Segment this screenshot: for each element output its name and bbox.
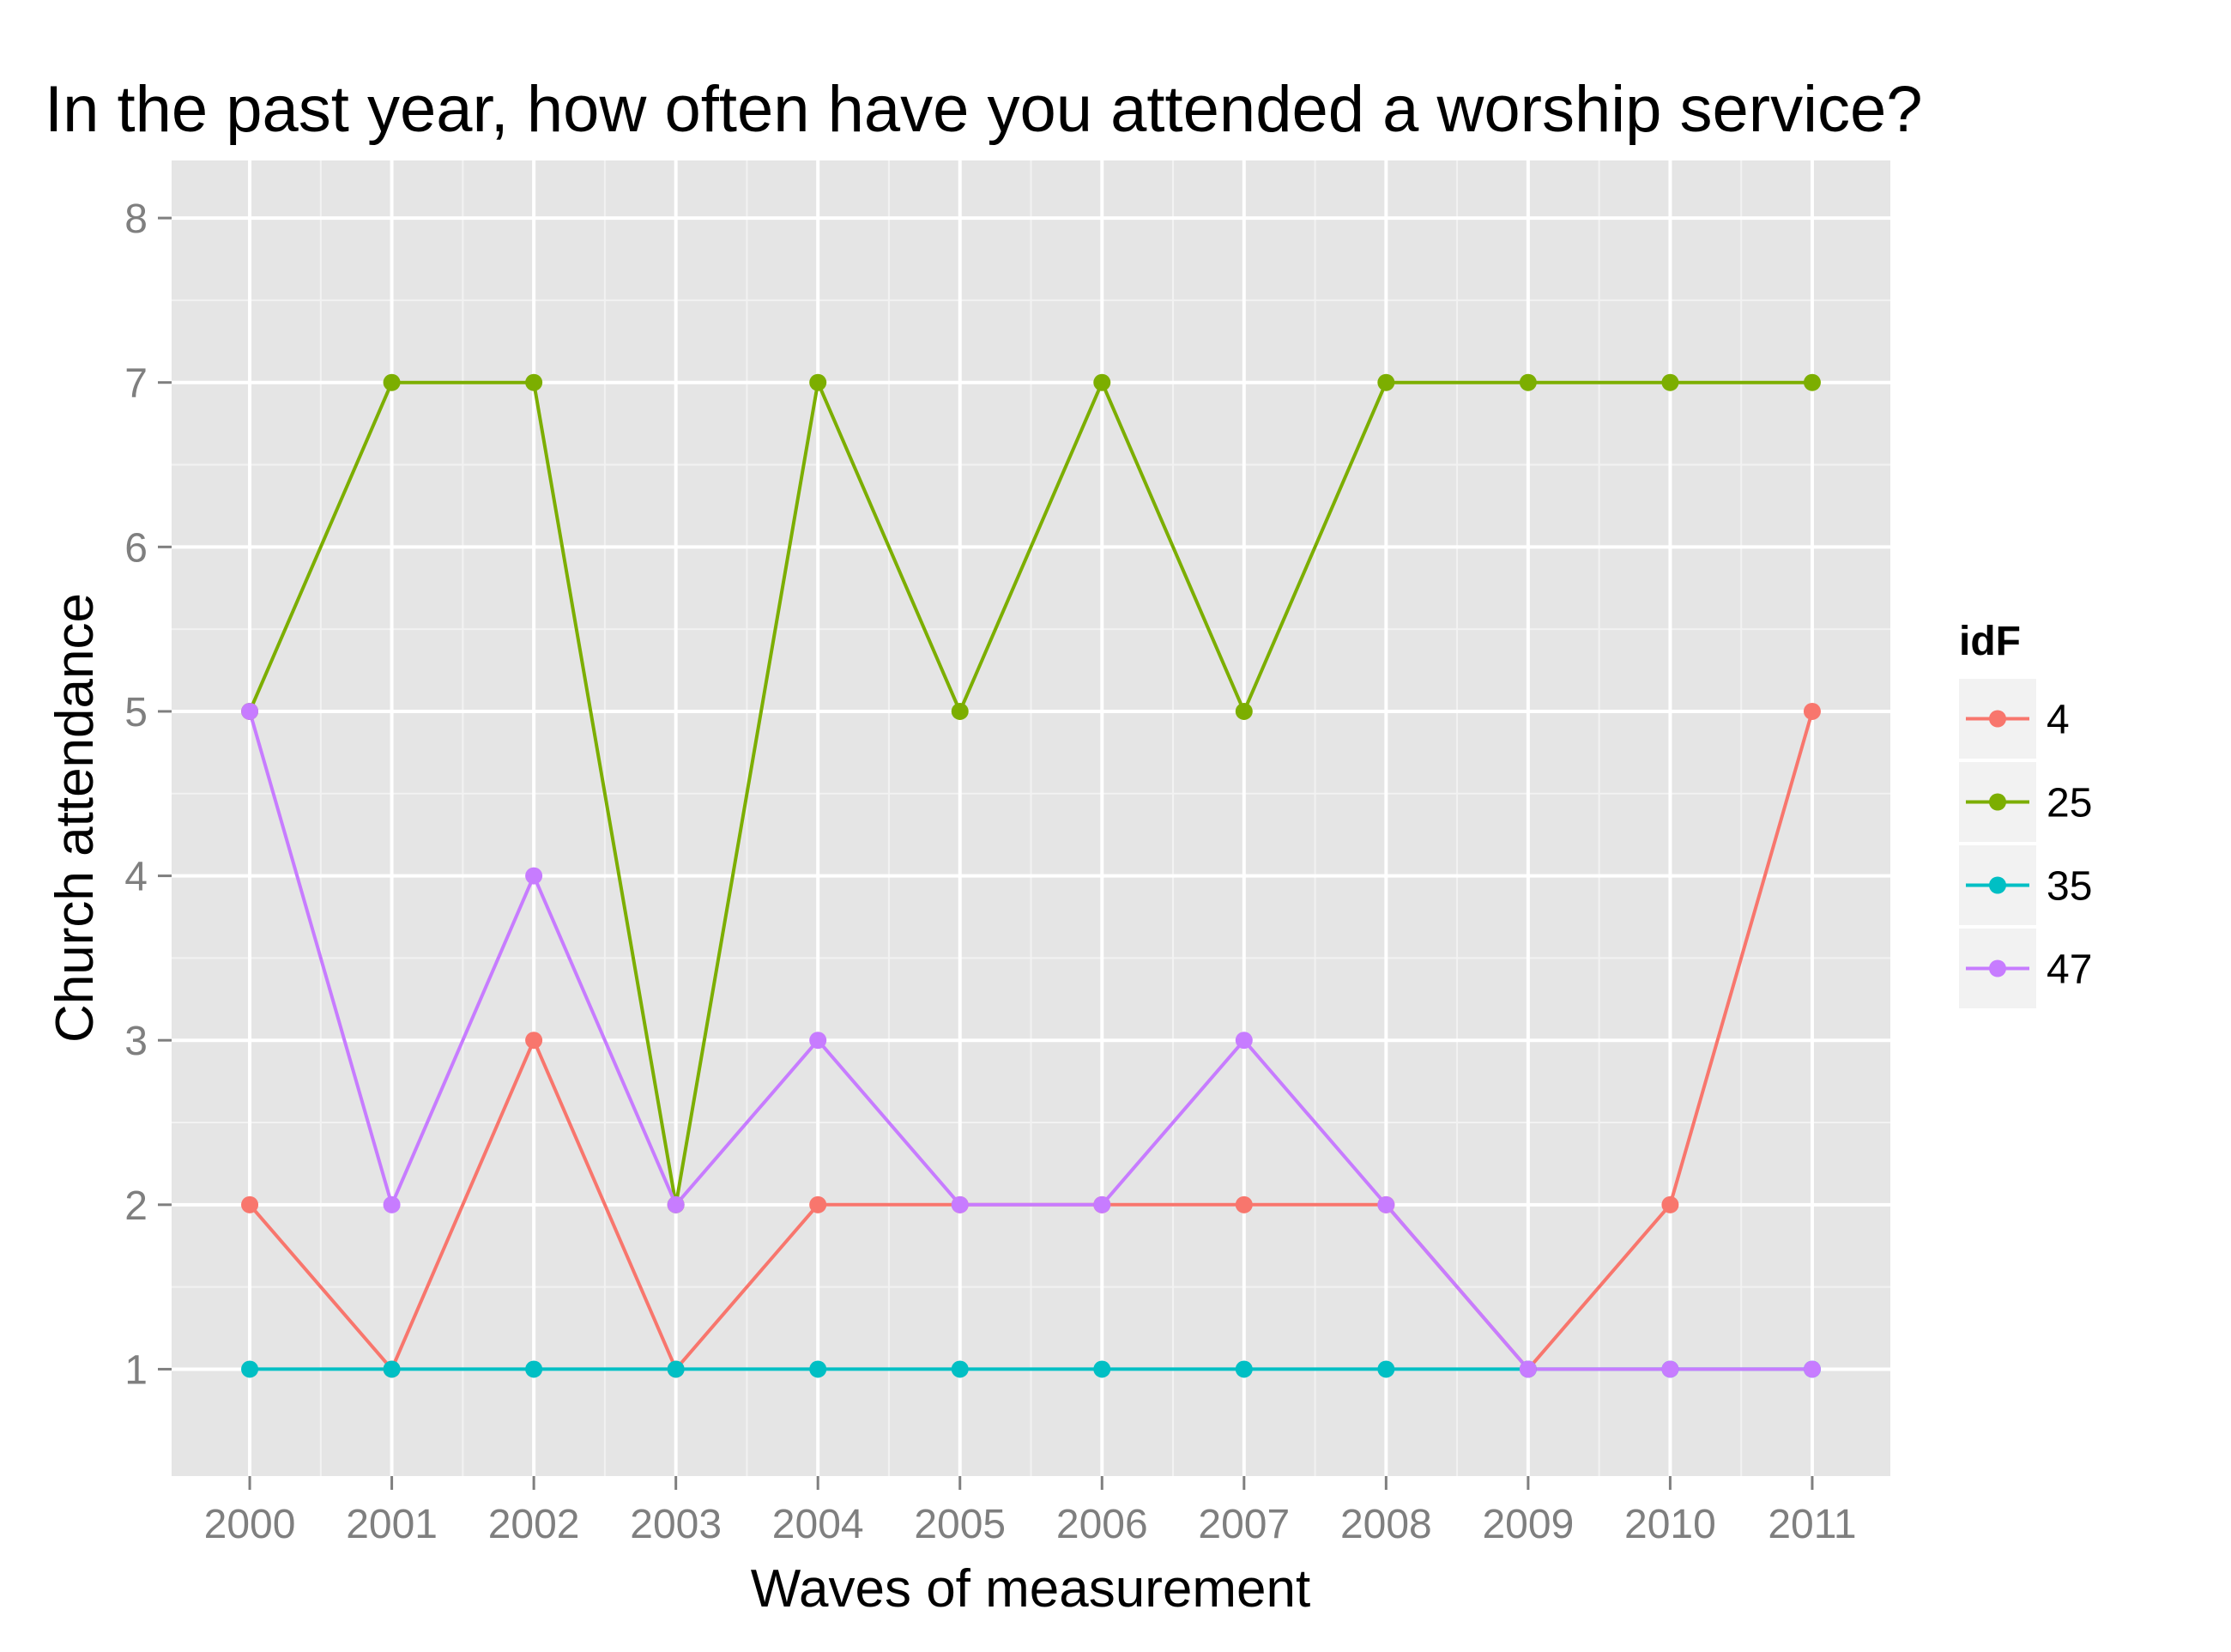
y-tick-label: 4 <box>124 855 148 900</box>
series-line-25 <box>248 380 1812 1207</box>
x-tick-label: 2010 <box>1624 1502 1716 1547</box>
legend-key-point <box>1989 710 2006 728</box>
data-point-35 <box>667 1360 685 1378</box>
y-tick-label: 5 <box>124 690 148 735</box>
data-point-4 <box>241 1195 259 1213</box>
data-point-25 <box>383 373 401 391</box>
data-point-4 <box>525 1032 543 1050</box>
data-point-47 <box>525 867 543 885</box>
legend-keys: 4 25 35 47 <box>1959 679 2092 1008</box>
data-point-47 <box>809 1032 827 1050</box>
data-point-25 <box>951 702 969 720</box>
legend-item-4: 4 <box>1959 679 2070 759</box>
legend-key-point <box>1989 959 2006 977</box>
y-tick-label: 3 <box>124 1019 148 1064</box>
data-point-4 <box>809 1195 827 1213</box>
x-tick-label: 2001 <box>346 1502 438 1547</box>
data-point-35 <box>809 1360 827 1378</box>
data-point-47 <box>667 1195 685 1213</box>
data-point-47 <box>1377 1195 1395 1213</box>
x-axis: 2000 2001 2002 2003 2004 2005 2006 2007 2008 2009… <box>204 1476 1857 1547</box>
y-axis: 1 2 3 4 5 6 7 8 <box>124 197 172 1393</box>
x-tick-label: 2003 <box>630 1502 722 1547</box>
data-point-47 <box>951 1195 969 1213</box>
data-point-47 <box>241 702 259 720</box>
x-tick-label: 2011 <box>1768 1502 1856 1547</box>
data-point-47 <box>1519 1360 1537 1378</box>
legend-label: 47 <box>2047 947 2092 993</box>
x-tick-label: 2005 <box>914 1502 1006 1547</box>
data-point-47 <box>1235 1032 1253 1050</box>
data-point-47 <box>1093 1195 1111 1213</box>
legend-item-47: 47 <box>1959 929 2092 1008</box>
series-points <box>241 373 1821 1378</box>
data-point-25 <box>525 373 543 391</box>
y-axis-label: Church attendance <box>45 593 105 1043</box>
data-point-35 <box>1093 1360 1111 1378</box>
data-point-47 <box>383 1195 401 1213</box>
data-point-35 <box>241 1360 259 1378</box>
data-point-47 <box>1661 1360 1679 1378</box>
legend-label: 25 <box>2047 781 2092 826</box>
y-tick-label: 2 <box>124 1183 148 1229</box>
data-point-25 <box>1519 373 1537 391</box>
x-axis-label: Waves of measurement <box>751 1559 1310 1619</box>
data-point-35 <box>951 1360 969 1378</box>
data-point-35 <box>383 1360 401 1378</box>
data-point-35 <box>525 1360 543 1378</box>
legend-title: idF <box>1959 619 2021 664</box>
y-tick-label: 8 <box>124 197 148 242</box>
data-point-47 <box>1803 1360 1821 1378</box>
legend-label: 4 <box>2047 698 2070 743</box>
data-point-35 <box>1235 1360 1253 1378</box>
chart-title: In the past year, how often have you att… <box>45 73 1923 146</box>
data-point-35 <box>1377 1360 1395 1378</box>
data-point-25 <box>1377 373 1395 391</box>
y-tick-label: 7 <box>124 361 148 407</box>
y-tick-label: 6 <box>124 525 148 571</box>
series-lines <box>248 380 1814 1371</box>
minor-gridlines <box>172 160 1890 1476</box>
data-point-25 <box>809 373 827 391</box>
x-tick-label: 2007 <box>1198 1502 1290 1547</box>
legend-key-point <box>1989 793 2006 811</box>
data-point-25 <box>1661 373 1679 391</box>
x-tick-label: 2006 <box>1056 1502 1148 1547</box>
y-tick-label: 1 <box>124 1347 148 1393</box>
data-point-25 <box>1235 702 1253 720</box>
x-tick-label: 2000 <box>204 1502 296 1547</box>
data-point-4 <box>1661 1195 1679 1213</box>
legend-label: 35 <box>2047 864 2092 910</box>
series-line-47 <box>248 711 1812 1371</box>
data-point-4 <box>1235 1195 1253 1213</box>
data-point-25 <box>1803 373 1821 391</box>
legend-item-25: 25 <box>1959 762 2092 842</box>
data-point-4 <box>1803 702 1821 720</box>
x-tick-label: 2004 <box>772 1502 864 1547</box>
legend-item-35: 35 <box>1959 845 2092 925</box>
legend-key-point <box>1989 876 2006 894</box>
x-tick-label: 2002 <box>488 1502 580 1547</box>
data-point-25 <box>1093 373 1111 391</box>
x-tick-label: 2008 <box>1340 1502 1432 1547</box>
legend: idF 4 25 35 47 <box>1959 619 2092 1008</box>
x-tick-label: 2009 <box>1482 1502 1574 1547</box>
